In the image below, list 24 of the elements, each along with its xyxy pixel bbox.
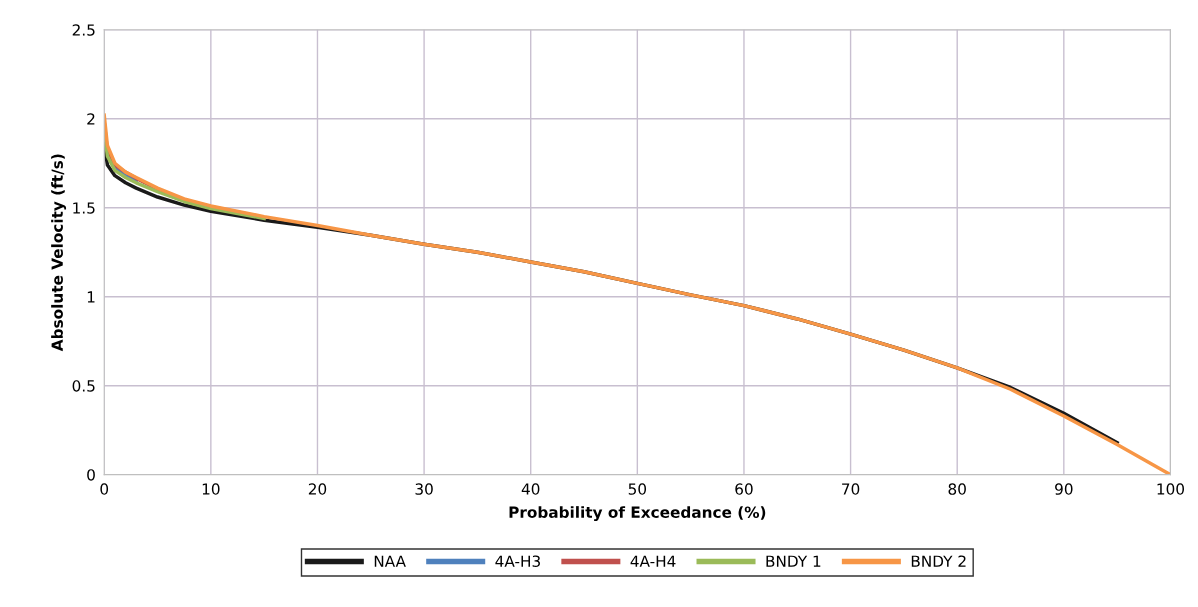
x-tick-label: 20 [308,483,327,495]
y-axis-title: Absolute Velocity (ft/s) [51,154,67,352]
x-tick-label: 40 [521,483,540,495]
y-tick-label: 0.5 [72,380,95,392]
y-tick-label: 2 [87,113,95,125]
legend-label: NAA [374,555,406,567]
x-tick-label: 50 [628,483,647,495]
x-tick-label: 70 [842,483,860,495]
legend-label: BNDY 1 [766,555,821,567]
x-axis-title: Probability of Exceedance (%) [509,506,766,522]
x-tick-label: 80 [948,483,966,495]
y-tick-label: 2.5 [72,24,95,36]
x-tick-label: 30 [415,483,433,495]
x-tick-label: 90 [1055,483,1073,495]
x-tick-label: 0 [100,483,109,495]
x-tick-label: 10 [202,483,220,495]
x-tick-label: 100 [1157,483,1185,495]
y-tick-label: 1.5 [73,202,95,214]
legend-label: BNDY 2 [911,555,966,567]
x-tick-label: 60 [735,483,753,495]
y-tick-label: 0 [87,469,95,481]
y-tick-label: 1 [87,291,95,303]
legend-label: 4A-H3 [495,555,540,567]
legend-label: 4A-H4 [630,555,676,567]
